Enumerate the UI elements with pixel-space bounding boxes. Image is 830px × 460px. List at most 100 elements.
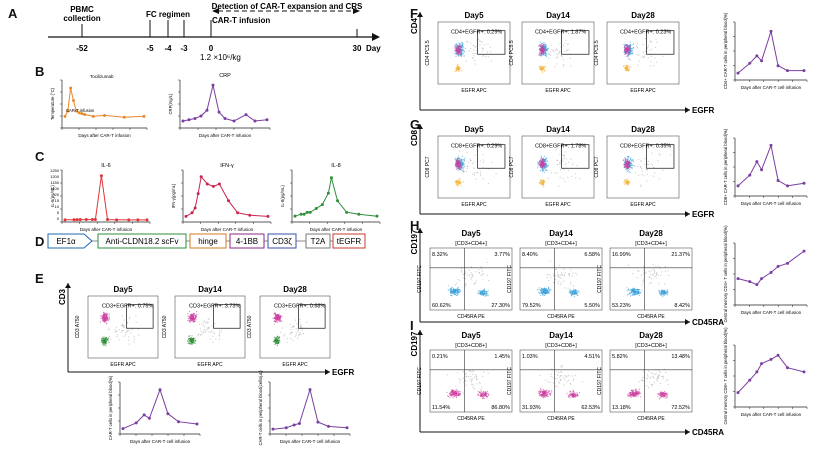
gate-percentage: CD8+EGFR+: 0.35% bbox=[620, 144, 671, 150]
event-dot bbox=[649, 377, 651, 379]
event-dot bbox=[482, 166, 484, 168]
event-dot bbox=[573, 393, 576, 395]
event-dot bbox=[472, 383, 474, 385]
event-dot bbox=[543, 184, 545, 186]
event-dot bbox=[453, 394, 455, 396]
event-dot bbox=[636, 293, 638, 295]
event-dot bbox=[629, 41, 631, 43]
event-dot bbox=[540, 180, 542, 182]
event-dot bbox=[477, 291, 479, 293]
y-tick-label: 0 bbox=[57, 216, 60, 221]
egfr-gate bbox=[561, 144, 590, 169]
event-dot bbox=[193, 318, 195, 320]
event-dot bbox=[650, 270, 652, 272]
event-dot bbox=[455, 181, 457, 183]
event-dot bbox=[664, 393, 667, 395]
event-dot bbox=[632, 47, 635, 49]
x-channel-label: EGFR APC bbox=[545, 202, 571, 208]
event-dot bbox=[188, 311, 190, 313]
event-dot bbox=[454, 45, 456, 47]
event-dot bbox=[651, 48, 653, 50]
event-dot bbox=[204, 320, 206, 322]
event-dot bbox=[631, 44, 633, 46]
event-dot bbox=[646, 173, 649, 176]
event-dot bbox=[638, 174, 640, 176]
event-dot bbox=[660, 274, 662, 277]
event-dot bbox=[453, 390, 455, 392]
event-dot bbox=[461, 268, 463, 270]
event-dot bbox=[194, 320, 197, 322]
block-t2a-label: T2A bbox=[311, 237, 326, 246]
event-dot bbox=[202, 332, 204, 334]
event-dot bbox=[624, 65, 626, 67]
event-dot bbox=[459, 45, 461, 47]
event-dot bbox=[647, 57, 649, 59]
event-dot bbox=[459, 52, 461, 54]
event-dot bbox=[105, 319, 107, 321]
big-y-label: CD8 bbox=[410, 129, 419, 146]
event-dot bbox=[457, 46, 459, 48]
event-dot bbox=[455, 53, 457, 55]
data-point bbox=[177, 420, 180, 424]
event-dot bbox=[458, 181, 460, 183]
panel-label-d: D bbox=[35, 234, 45, 249]
event-dot bbox=[475, 282, 477, 284]
event-dot bbox=[570, 294, 572, 296]
event-dot bbox=[541, 69, 543, 71]
event-dot bbox=[544, 70, 546, 73]
event-dot bbox=[190, 316, 192, 318]
event-dot bbox=[451, 390, 453, 392]
event-dot bbox=[647, 375, 649, 377]
event-dot bbox=[624, 44, 626, 46]
event-dot bbox=[219, 329, 221, 331]
event-dot bbox=[542, 47, 544, 49]
event-dot bbox=[114, 329, 116, 331]
event-dot bbox=[546, 274, 548, 276]
event-dot bbox=[463, 382, 465, 384]
event-dot bbox=[457, 181, 459, 184]
event-dot bbox=[565, 376, 567, 378]
event-dot bbox=[555, 57, 557, 59]
event-dot bbox=[559, 153, 561, 156]
quadrant-ll: 60.62% bbox=[432, 303, 451, 309]
event-dot bbox=[571, 175, 573, 177]
event-dot bbox=[667, 384, 670, 386]
event-dot bbox=[454, 158, 456, 160]
event-dot bbox=[274, 339, 277, 341]
event-dot bbox=[485, 292, 487, 294]
event-dot bbox=[660, 294, 662, 296]
event-dot bbox=[214, 323, 216, 325]
event-dot bbox=[193, 341, 196, 344]
event-dot bbox=[664, 294, 666, 296]
event-dot bbox=[482, 159, 484, 161]
block-hinge bbox=[189, 233, 227, 249]
event-dot bbox=[544, 287, 546, 290]
event-dot bbox=[635, 290, 637, 292]
event-dot bbox=[456, 47, 458, 49]
event-dot bbox=[628, 68, 630, 70]
event-dot bbox=[576, 274, 578, 276]
event-dot bbox=[625, 49, 627, 51]
event-dot bbox=[542, 164, 544, 167]
big-x-arrowhead bbox=[685, 429, 690, 435]
event-dot bbox=[625, 64, 627, 66]
block-cd3z-label: CD3ζ bbox=[272, 237, 292, 246]
event-dot bbox=[567, 176, 569, 178]
event-dot bbox=[196, 314, 198, 316]
block-scfv-label: Anti-CLDN18.2 scFv bbox=[106, 237, 179, 246]
event-dot bbox=[482, 391, 484, 393]
event-dot bbox=[647, 163, 649, 165]
event-dot bbox=[128, 318, 131, 320]
gate-percentage: CD4+EGFR+: 0.29% bbox=[451, 30, 502, 36]
event-dot bbox=[557, 280, 560, 282]
event-dot bbox=[457, 52, 459, 54]
x-channel-label: CD45RA PE bbox=[637, 314, 665, 320]
event-dot bbox=[453, 391, 455, 393]
x-axis-label: Days after CAR-T cell infusion bbox=[130, 439, 191, 444]
event-dot bbox=[460, 166, 462, 168]
big-x-label: EGFR bbox=[692, 106, 714, 115]
event-dot bbox=[666, 393, 668, 395]
